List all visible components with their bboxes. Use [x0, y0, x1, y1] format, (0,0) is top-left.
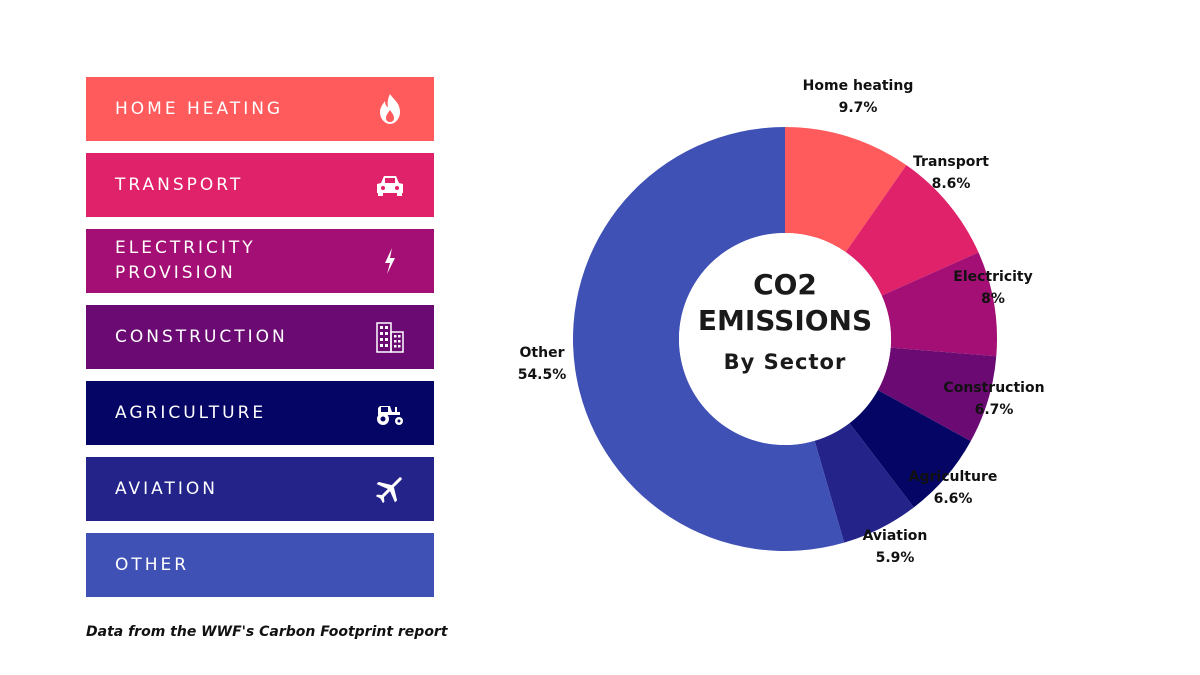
- slice-label-transport: Transport: [913, 154, 989, 170]
- slice-label-home-heating: Home heating: [803, 78, 914, 94]
- legend-label-aviation: AVIATION: [115, 478, 218, 499]
- fire-icon: [372, 91, 408, 127]
- legend-label-home-heating: HOME HEATING: [115, 98, 284, 119]
- slice-value-home-heating: 9.7%: [839, 100, 878, 116]
- donut-chart: Home heating 9.7% Transport 8.6% Electricity…: [518, 78, 1045, 566]
- slice-aviation: [814, 423, 914, 543]
- slice-label-other: Other: [520, 345, 565, 361]
- center-subtitle: By Sector: [724, 350, 847, 374]
- slice-home-heating: [785, 127, 907, 253]
- slice-value-construction: 6.7%: [975, 402, 1014, 418]
- slice-agriculture: [849, 390, 971, 508]
- lightning-icon: [372, 243, 408, 279]
- airplane-icon: [372, 471, 408, 507]
- tractor-icon: [372, 395, 408, 431]
- legend-label-transport: TRANSPORT: [115, 174, 244, 195]
- legend-label-construction: CONSTRUCTION: [115, 326, 288, 347]
- slice-label-agriculture: Agriculture: [909, 469, 998, 485]
- legend-item-construction: CONSTRUCTION: [86, 305, 434, 369]
- donut-slices: [572, 127, 997, 551]
- slice-label-electricity: Electricity: [953, 269, 1032, 285]
- slice-construction: [877, 347, 997, 442]
- building-icon: [372, 319, 408, 355]
- legend-item-electricity-provision: ELECTRICITY PROVISION: [86, 229, 434, 293]
- slice-label-aviation: Aviation: [863, 528, 928, 544]
- legend-label-electricity-provision: ELECTRICITY PROVISION: [115, 238, 256, 283]
- legend-item-transport: TRANSPORT: [86, 153, 434, 217]
- legend-item-home-heating: HOME HEATING: [86, 77, 434, 141]
- slice-other: [572, 127, 845, 551]
- legend-item-other: OTHER: [86, 533, 434, 597]
- legend-item-agriculture: AGRICULTURE: [86, 381, 434, 445]
- legend-label-other: OTHER: [115, 554, 190, 575]
- sector-legend: HOME HEATING TRANSPORT ELECTRICITY PROVI…: [86, 77, 434, 609]
- slice-value-aviation: 5.9%: [876, 550, 915, 566]
- legend-label-agriculture: AGRICULTURE: [115, 402, 267, 423]
- slice-transport: [845, 165, 979, 296]
- center-title-line2: EMISSIONS: [698, 304, 872, 337]
- donut-hole: [679, 233, 891, 445]
- slice-electricity: [881, 252, 997, 357]
- slice-value-agriculture: 6.6%: [934, 491, 973, 507]
- slice-label-construction: Construction: [943, 380, 1044, 396]
- source-footnote: Data from the WWF's Carbon Footprint rep…: [86, 624, 448, 640]
- slice-labels: Home heating 9.7% Transport 8.6% Electricity…: [518, 78, 1045, 566]
- legend-item-aviation: AVIATION: [86, 457, 434, 521]
- slice-value-electricity: 8%: [981, 291, 1005, 307]
- center-title-line1: CO2: [753, 268, 817, 301]
- car-icon: [372, 167, 408, 203]
- slice-value-transport: 8.6%: [932, 176, 971, 192]
- slice-value-other: 54.5%: [518, 367, 567, 383]
